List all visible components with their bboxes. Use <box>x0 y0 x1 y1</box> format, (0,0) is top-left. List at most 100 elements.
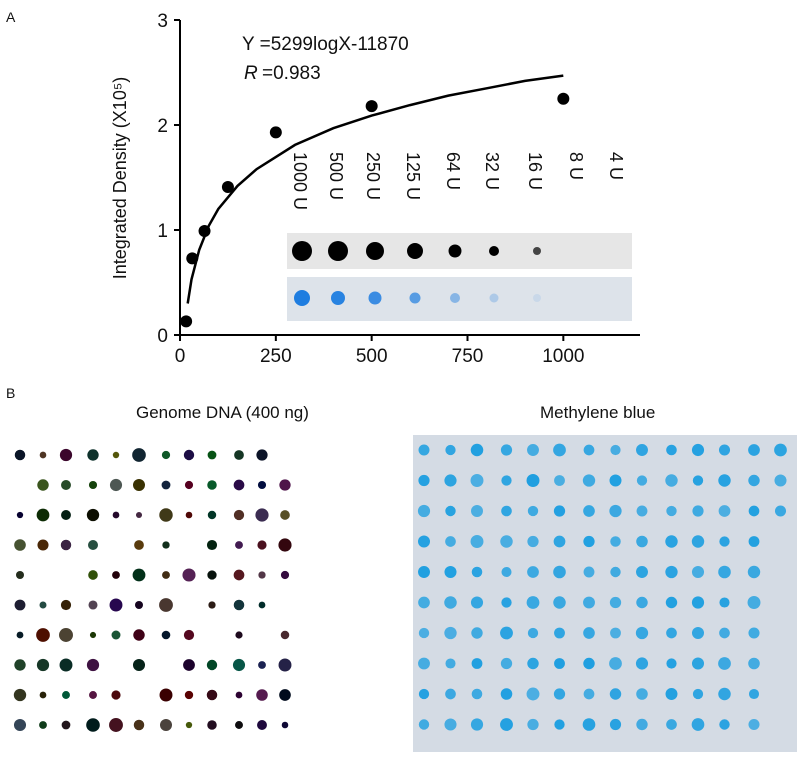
panel-label: B <box>6 385 15 401</box>
genome-dot <box>258 571 266 579</box>
inset-label: 125 U <box>403 152 423 200</box>
stain-dot <box>583 505 595 517</box>
stain-dot <box>748 505 760 517</box>
stain-dot <box>418 566 430 578</box>
panel-label: A <box>6 9 16 25</box>
stain-dot <box>418 474 430 487</box>
genome-dot <box>182 568 196 582</box>
genome-dot <box>39 721 47 729</box>
genome-dot <box>162 571 170 579</box>
genome-dot <box>206 539 218 551</box>
genome-dot <box>36 658 50 672</box>
genome-dot <box>280 570 290 580</box>
y-tick-label: 2 <box>157 116 168 137</box>
genome-dot <box>111 690 121 700</box>
stain-dot <box>471 627 483 639</box>
stain-dot <box>691 565 705 579</box>
stain-dot <box>450 293 460 303</box>
stain-dot <box>665 688 678 700</box>
stain-dot <box>665 596 678 609</box>
genome-dot <box>234 450 244 460</box>
stain-dot <box>636 688 648 700</box>
genome-dot <box>279 479 291 491</box>
data-point <box>557 92 570 105</box>
stain-dot <box>636 475 648 486</box>
stain-dot <box>470 504 484 518</box>
stain-dot <box>554 627 565 639</box>
stain-dot <box>666 658 677 669</box>
stain-dot <box>719 719 730 730</box>
stain-dot <box>665 565 678 579</box>
genome-dot <box>109 478 123 492</box>
genome-dot <box>88 480 98 490</box>
x-tick-label: 1000 <box>542 346 584 367</box>
genome-dot <box>184 690 194 700</box>
genome-dot <box>88 600 98 610</box>
genome-dot <box>14 659 26 671</box>
genome-dot <box>89 691 97 699</box>
inset-label: 500 U <box>326 152 346 200</box>
genome-dot <box>14 449 26 461</box>
stain-dot <box>609 688 622 700</box>
r-symbol: R <box>244 63 258 84</box>
genome-dot <box>39 601 47 609</box>
stain-dot <box>691 535 705 548</box>
stain-dot <box>636 505 648 517</box>
stain-dot <box>554 475 565 486</box>
stain-dot <box>774 505 787 517</box>
stain-dot <box>445 658 456 669</box>
stain-dot <box>553 443 566 457</box>
blot-dot <box>407 243 423 259</box>
genome-dot <box>206 689 218 701</box>
genome-dot <box>61 510 71 520</box>
data-point <box>186 252 199 265</box>
genome-dot <box>159 718 173 732</box>
stain-dot <box>527 718 539 731</box>
genome-dot <box>59 448 73 462</box>
genome-dot <box>112 511 120 519</box>
stain-dot <box>444 596 457 609</box>
genome-dot <box>162 541 170 549</box>
stain-dot <box>609 504 622 518</box>
stain-dot <box>409 292 421 304</box>
genome-dot <box>159 598 173 612</box>
panel-title: Methylene blue <box>540 403 655 422</box>
genome-dot <box>134 540 144 550</box>
genome-dot <box>87 539 99 551</box>
genome-dot <box>36 508 50 522</box>
stain-dot <box>501 566 512 578</box>
stain-dot <box>718 565 731 579</box>
x-tick-label: 750 <box>452 346 484 367</box>
stain-dot <box>533 294 541 302</box>
genome-dot <box>14 539 26 551</box>
stain-dot <box>747 596 761 609</box>
genome-dot <box>207 480 217 490</box>
genome-dot <box>61 480 71 490</box>
genome-dot <box>281 721 289 729</box>
stain-dot <box>527 444 539 456</box>
stain-dot <box>636 566 648 578</box>
blot-dot <box>448 244 462 258</box>
genome-dot <box>15 570 25 580</box>
stain-dot <box>609 657 622 670</box>
y-tick-label: 0 <box>157 326 168 347</box>
stain-dot <box>583 444 595 456</box>
genome-dot <box>60 599 72 611</box>
stain-dot <box>692 475 704 486</box>
stain-dot <box>636 444 648 456</box>
genome-dot <box>89 631 97 639</box>
genome-dot <box>280 510 290 520</box>
genome-dot <box>257 540 267 550</box>
genome-dot <box>207 450 217 460</box>
genome-dot <box>183 449 195 461</box>
stain-dot <box>610 627 621 639</box>
stain-dot <box>748 657 760 670</box>
stain-dot <box>609 474 622 487</box>
stain-dot <box>582 718 596 731</box>
genome-dot <box>184 480 194 490</box>
stain-dot <box>666 505 677 517</box>
genome-dot <box>235 541 243 549</box>
genome-dot <box>233 569 245 581</box>
stain-dot <box>691 626 705 640</box>
stain-dot <box>553 535 566 548</box>
